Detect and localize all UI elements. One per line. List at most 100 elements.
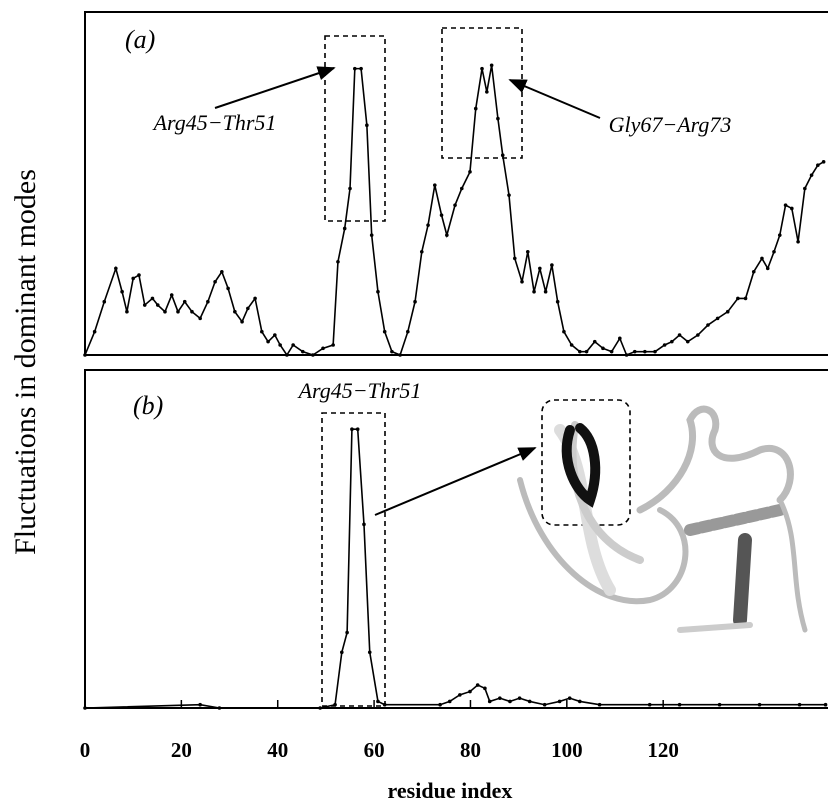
- data-point: [367, 650, 372, 655]
- data-point: [233, 309, 237, 314]
- data-point: [137, 273, 141, 277]
- data-point: [355, 427, 360, 432]
- data-point: [821, 160, 826, 164]
- data-point: [419, 249, 424, 254]
- data-point: [198, 316, 202, 321]
- data-point: [426, 223, 430, 227]
- data-point: [217, 706, 222, 710]
- data-point: [485, 90, 489, 94]
- data-point: [433, 183, 437, 187]
- data-point: [468, 689, 472, 694]
- data-point: [512, 256, 517, 261]
- data-line: [84, 65, 825, 357]
- data-point: [557, 699, 562, 704]
- data-point: [390, 349, 394, 354]
- data-point: [507, 193, 511, 197]
- data-point: [555, 299, 560, 304]
- data-point: [772, 249, 776, 254]
- x-tick-label: 20: [171, 738, 192, 762]
- data-point: [213, 279, 217, 284]
- data-point: [413, 299, 417, 304]
- data-point: [131, 276, 135, 281]
- data-point: [321, 346, 325, 351]
- data-point: [353, 66, 357, 71]
- x-tick-label: 120: [647, 738, 679, 762]
- x-tick-label: 60: [364, 738, 385, 762]
- data-point: [342, 226, 347, 231]
- data-point: [376, 289, 380, 294]
- panel-frame: [84, 11, 828, 356]
- data-point: [765, 266, 770, 271]
- data-point: [796, 239, 800, 244]
- data-point: [163, 309, 167, 314]
- data-point: [359, 66, 363, 71]
- data-point: [797, 702, 802, 707]
- data-point: [597, 702, 602, 707]
- annotation: Arg45−Thr51: [297, 378, 422, 403]
- data-point: [487, 699, 492, 704]
- data-point: [508, 699, 512, 704]
- data-point: [498, 696, 502, 700]
- data-point: [584, 349, 589, 354]
- data-point: [760, 256, 764, 261]
- data-point: [809, 173, 814, 177]
- data-point: [240, 319, 244, 324]
- data-point: [260, 329, 264, 334]
- data-point: [643, 349, 647, 354]
- data-point: [176, 309, 180, 314]
- data-point: [150, 296, 155, 301]
- annotation: Gly67−Arg73: [609, 112, 732, 137]
- data-point: [677, 333, 682, 337]
- data-point: [480, 66, 484, 71]
- data-point: [757, 702, 762, 707]
- data-point: [369, 233, 374, 237]
- data-point: [447, 699, 452, 704]
- data-point: [206, 299, 210, 304]
- data-point: [592, 339, 597, 344]
- data-point: [653, 349, 657, 354]
- data-point: [458, 693, 462, 697]
- data-point: [125, 309, 129, 314]
- data-point: [92, 329, 97, 334]
- data-point: [618, 336, 622, 341]
- panel-frame: [84, 369, 828, 709]
- data-point: [685, 339, 690, 344]
- data-point: [348, 186, 352, 191]
- data-point: [266, 339, 270, 344]
- data-point: [376, 699, 380, 704]
- data-point: [790, 206, 794, 211]
- data-point: [632, 349, 637, 354]
- data-point: [550, 263, 554, 267]
- data-point: [246, 306, 250, 311]
- data-point: [816, 163, 820, 167]
- data-point: [725, 309, 730, 314]
- x-axis-label: residue index: [388, 778, 513, 803]
- annotation: (a): [125, 25, 155, 54]
- data-point: [382, 702, 387, 707]
- data-point: [438, 702, 442, 707]
- data-point: [253, 296, 257, 301]
- data-point: [336, 259, 340, 264]
- data-point: [647, 702, 652, 707]
- data-point: [803, 186, 807, 191]
- data-point: [717, 702, 722, 707]
- data-point: [777, 233, 782, 237]
- data-point: [340, 650, 344, 655]
- data-point: [567, 696, 572, 700]
- data-point: [333, 702, 337, 707]
- data-point: [736, 296, 740, 301]
- x-tick-label: 0: [80, 738, 91, 762]
- data-point: [496, 116, 500, 121]
- data-point: [362, 522, 366, 527]
- data-point: [517, 696, 522, 700]
- data-point: [291, 343, 295, 347]
- data-point: [751, 269, 756, 274]
- data-point: [783, 203, 788, 207]
- x-tick-label: 80: [460, 738, 481, 762]
- y-axis-label: Fluctuations in dominant modes: [9, 169, 42, 555]
- data-point: [500, 153, 505, 157]
- data-point: [670, 339, 674, 344]
- data-point: [527, 699, 532, 704]
- data-point: [520, 279, 524, 284]
